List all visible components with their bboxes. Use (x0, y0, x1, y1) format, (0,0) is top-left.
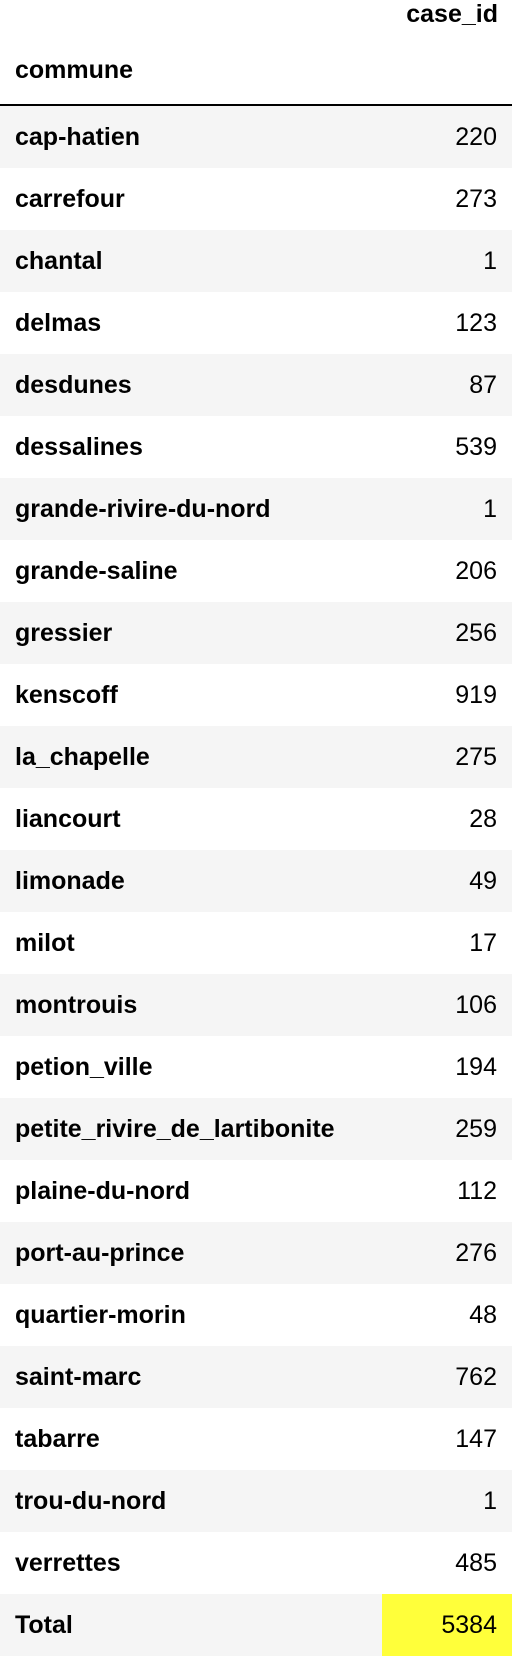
commune-cell: trou-du-nord (15, 1487, 167, 1515)
commune-cell: carrefour (15, 185, 125, 213)
case-id-cell: 194 (455, 1053, 497, 1081)
case-id-cell: 259 (455, 1115, 497, 1143)
table-row: port-au-prince 276 (0, 1222, 512, 1284)
table-row: trou-du-nord 1 (0, 1470, 512, 1532)
table-row: la_chapelle 275 (0, 726, 512, 788)
commune-cell: quartier-morin (15, 1301, 186, 1329)
table-row: delmas 123 (0, 292, 512, 354)
table-row: cap-hatien 220 (0, 106, 512, 168)
table-row: grande-saline 206 (0, 540, 512, 602)
table-row: saint-marc 762 (0, 1346, 512, 1408)
commune-cell: dessalines (15, 433, 143, 461)
case-id-cell: 206 (455, 557, 497, 585)
case-id-cell: 1 (483, 495, 497, 523)
case-id-cell: 276 (455, 1239, 497, 1267)
column-header-case-id: case_id (406, 0, 498, 28)
table-row: verrettes 485 (0, 1532, 512, 1594)
commune-cell: port-au-prince (15, 1239, 185, 1267)
case-id-cell: 49 (469, 867, 497, 895)
case-id-cell: 123 (455, 309, 497, 337)
case-id-cell: 1 (483, 247, 497, 275)
table-row: grande-rivire-du-nord 1 (0, 478, 512, 540)
case-id-cell: 17 (469, 929, 497, 957)
commune-cell: la_chapelle (15, 743, 150, 771)
table-row: petite_rivire_de_lartibonite 259 (0, 1098, 512, 1160)
commune-cell: grande-rivire-du-nord (15, 495, 271, 523)
case-id-cell: 919 (455, 681, 497, 709)
total-highlight-cell (382, 1594, 512, 1656)
commune-cell: saint-marc (15, 1363, 142, 1391)
commune-cell: milot (15, 929, 75, 957)
commune-cell: desdunes (15, 371, 132, 399)
total-row: Total 5384 (0, 1594, 512, 1656)
case-id-cell: 485 (455, 1549, 497, 1577)
table-body: cap-hatien 220 carrefour 273 chantal 1 delmas 1… (0, 106, 512, 1594)
case-id-cell: 28 (469, 805, 497, 833)
commune-cell: delmas (15, 309, 102, 337)
case-id-cell: 275 (455, 743, 497, 771)
commune-cell: kenscoff (15, 681, 118, 709)
case-id-cell: 106 (455, 991, 497, 1019)
index-header-commune: commune (15, 56, 134, 84)
table-row: quartier-morin 48 (0, 1284, 512, 1346)
case-id-cell: 87 (469, 371, 497, 399)
table-row: milot 17 (0, 912, 512, 974)
case-id-cell: 48 (469, 1301, 497, 1329)
table-row: chantal 1 (0, 230, 512, 292)
table-row: montrouis 106 (0, 974, 512, 1036)
index-header-row: commune (0, 40, 512, 106)
case-id-cell: 112 (457, 1177, 497, 1205)
commune-cell: montrouis (15, 991, 138, 1019)
table-row: liancourt 28 (0, 788, 512, 850)
table-row: gressier 256 (0, 602, 512, 664)
total-label: Total (15, 1611, 73, 1639)
case-id-cell: 762 (455, 1363, 497, 1391)
commune-cell: petion_ville (15, 1053, 153, 1081)
commune-cell: chantal (15, 247, 103, 275)
case-id-cell: 147 (455, 1425, 497, 1453)
table-row: carrefour 273 (0, 168, 512, 230)
table-row: limonade 49 (0, 850, 512, 912)
case-id-cell: 220 (455, 123, 497, 151)
column-header-row: case_id (0, 0, 512, 40)
table-row: tabarre 147 (0, 1408, 512, 1470)
table-row: kenscoff 919 (0, 664, 512, 726)
table-row: plaine-du-nord 112 (0, 1160, 512, 1222)
commune-cell: liancourt (15, 805, 121, 833)
commune-cell: cap-hatien (15, 123, 141, 151)
commune-cell: grande-saline (15, 557, 178, 585)
commune-cell: limonade (15, 867, 125, 895)
case-id-cell: 539 (455, 433, 497, 461)
case-id-cell: 1 (483, 1487, 497, 1515)
table-row: desdunes 87 (0, 354, 512, 416)
commune-cell: gressier (15, 619, 113, 647)
commune-cell: verrettes (15, 1549, 121, 1577)
table-row: dessalines 539 (0, 416, 512, 478)
case-id-cell: 273 (455, 185, 497, 213)
table-row: petion_ville 194 (0, 1036, 512, 1098)
commune-cell: tabarre (15, 1425, 100, 1453)
total-value: 5384 (441, 1611, 497, 1639)
case-id-cell: 256 (455, 619, 497, 647)
commune-cell: plaine-du-nord (15, 1177, 190, 1205)
commune-cell: petite_rivire_de_lartibonite (15, 1115, 335, 1143)
